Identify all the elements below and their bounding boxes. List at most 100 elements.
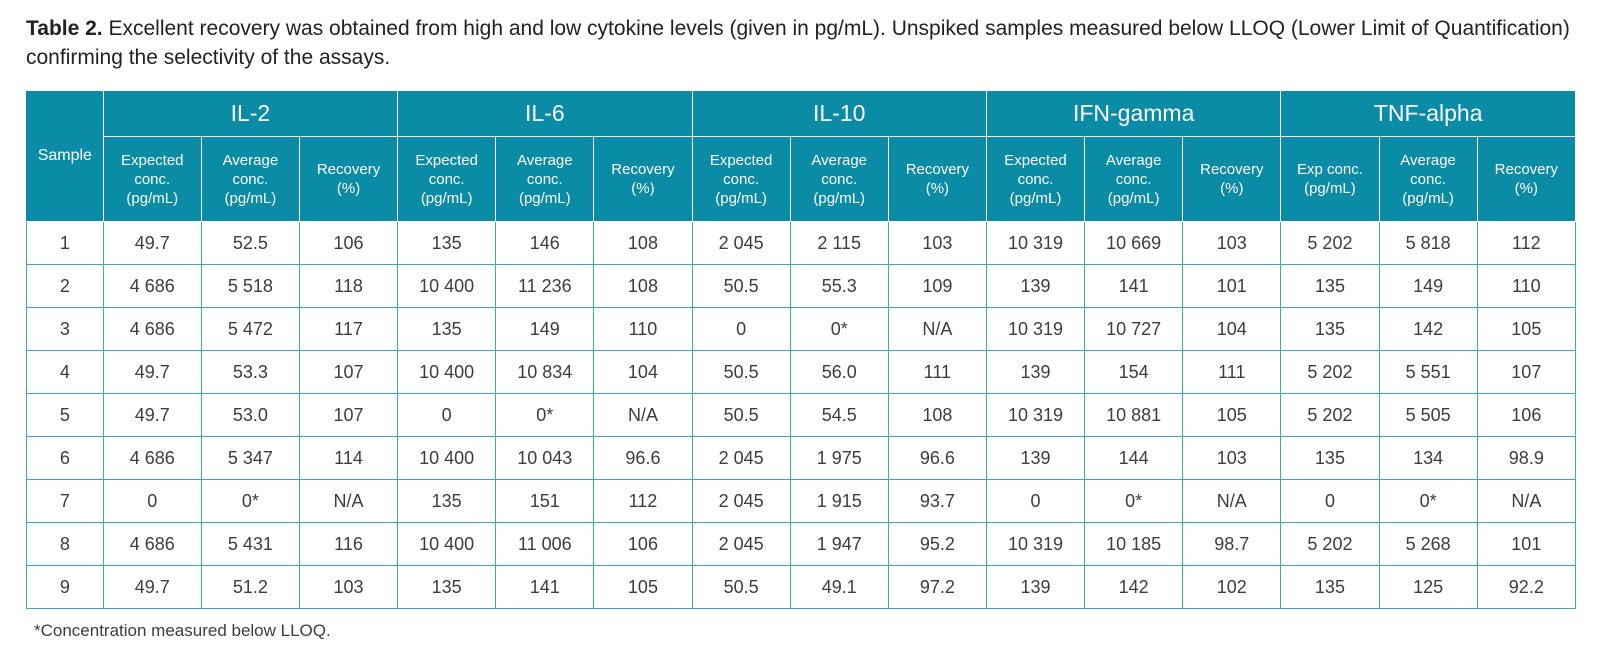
table-cell: 5 518: [200, 264, 300, 308]
table-cell: 4 686: [102, 522, 202, 566]
table-cell: 135: [397, 565, 497, 609]
sample-number-cell: 5: [26, 393, 104, 437]
sub-header: Average conc. (pg/mL): [495, 136, 595, 222]
table-cell: 107: [298, 393, 399, 437]
table-cell: 108: [887, 393, 987, 437]
sub-header: Recovery (%): [593, 136, 693, 222]
sub-header-row: Expected conc. (pg/mL) Average conc. (pg…: [27, 136, 1577, 222]
table-cell: 49.1: [789, 565, 889, 609]
table-cell: 92.2: [1476, 565, 1577, 609]
table-cell: 2 045: [691, 522, 791, 566]
table-cell: 154: [1084, 350, 1184, 394]
table-cell: 114: [298, 436, 399, 480]
table-cell: 10 400: [397, 350, 497, 394]
table-cell: 10 400: [397, 436, 497, 480]
table-cell: 2 045: [691, 479, 791, 523]
table-cell: 50.5: [691, 393, 791, 437]
table-cell: 135: [397, 221, 497, 265]
table-cell: 0*: [1084, 479, 1184, 523]
table-cell: N/A: [1476, 479, 1577, 523]
table-cell: 11 006: [495, 522, 595, 566]
table-row: 5 49.7 53.0 107 0 0* N/A 50.5 54.5 108 10 319 10 88…: [26, 393, 1577, 437]
table-cell: 103: [887, 221, 987, 265]
sample-number-cell: 4: [26, 350, 104, 394]
table-cell: N/A: [593, 393, 693, 437]
table-cell: 56.0: [789, 350, 889, 394]
table-cell: 96.6: [887, 436, 987, 480]
table-cell: 107: [1476, 350, 1577, 394]
table-cell: 125: [1378, 565, 1478, 609]
table-cell: 5 431: [200, 522, 300, 566]
table-cell: 10 727: [1084, 307, 1184, 351]
table-cell: 2 045: [691, 221, 791, 265]
table-cell: 49.7: [102, 393, 202, 437]
recovery-table: Sample IL-2 IL-6 IL-10 IFN-gamma TNF-alp…: [26, 90, 1577, 609]
table-cell: 106: [1476, 393, 1577, 437]
footnote: *Concentration measured below LLOQ.: [34, 621, 331, 640]
table-cell: 0: [1280, 479, 1380, 523]
table-cell: 118: [298, 264, 399, 308]
table-cell: 103: [298, 565, 399, 609]
sub-header: Exp conc. (pg/mL): [1280, 136, 1380, 222]
table-cell: 117: [298, 307, 399, 351]
table-cell: 107: [298, 350, 399, 394]
table-caption: Table 2. Excellent recovery was obtained…: [26, 14, 1586, 72]
table-cell: 10 834: [495, 350, 595, 394]
caption-label: Table 2.: [26, 17, 103, 40]
table-cell: 4 686: [102, 307, 202, 351]
table-cell: 111: [887, 350, 987, 394]
table-cell: 104: [1182, 307, 1282, 351]
table-cell: 144: [1084, 436, 1184, 480]
table-cell: 139: [985, 436, 1086, 480]
table-cell: 2 045: [691, 436, 791, 480]
table-cell: 10 043: [495, 436, 595, 480]
table-cell: 151: [495, 479, 595, 523]
table-cell: 108: [593, 264, 693, 308]
group-header-row: Sample IL-2 IL-6 IL-10 IFN-gamma TNF-alp…: [26, 90, 1576, 222]
table-cell: 51.2: [200, 565, 300, 609]
table-cell: 49.7: [102, 565, 202, 609]
group-header-ifn-gamma: IFN-gamma: [985, 90, 1282, 137]
table-body: 1 49.7 52.5 106 135 146 108 2 045 2 115 103 10 319…: [26, 221, 1577, 609]
table-cell: 10 185: [1084, 522, 1184, 566]
sub-header: Average conc. (pg/mL): [789, 136, 889, 222]
table-row: 7 0 0* N/A 135 151 112 2 045 1 915 93.7 0 0* N/A 0 0* N…: [26, 479, 1577, 523]
table-cell: 0*: [1378, 479, 1478, 523]
table-cell: 112: [593, 479, 693, 523]
table-row: 9 49.7 51.2 103 135 141 105 50.5 49.1 97.2 139 142 1…: [26, 565, 1577, 609]
table-cell: 106: [593, 522, 693, 566]
sample-number-cell: 2: [26, 264, 104, 308]
sample-number-cell: 8: [26, 522, 104, 566]
sub-header: Average conc. (pg/mL): [200, 136, 300, 222]
table-cell: 5 818: [1378, 221, 1478, 265]
table-cell: 1 915: [789, 479, 889, 523]
table-cell: 135: [1280, 436, 1380, 480]
table-cell: 106: [298, 221, 399, 265]
table-cell: 0: [985, 479, 1086, 523]
table-cell: 139: [985, 565, 1086, 609]
table-cell: 52.5: [200, 221, 300, 265]
sub-header: Expected conc. (pg/mL): [397, 136, 497, 222]
table-cell: 0*: [789, 307, 889, 351]
caption-text: Excellent recovery was obtained from hig…: [26, 17, 1570, 69]
table-cell: 4 686: [102, 264, 202, 308]
table-cell: 97.2: [887, 565, 987, 609]
table-row: 4 49.7 53.3 107 10 400 10 834 104 50.5 56.0 111 13…: [26, 350, 1577, 394]
table-cell: 95.2: [887, 522, 987, 566]
table-cell: 135: [1280, 565, 1380, 609]
sub-header: Expected conc. (pg/mL): [691, 136, 791, 222]
table-cell: 141: [495, 565, 595, 609]
table-cell: 105: [593, 565, 693, 609]
table-cell: 116: [298, 522, 399, 566]
table-cell: 0: [691, 307, 791, 351]
group-header-il6: IL-6: [397, 90, 693, 137]
table-cell: 146: [495, 221, 595, 265]
sub-header: Recovery (%): [1182, 136, 1282, 222]
table-cell: 0*: [200, 479, 300, 523]
table-cell: 135: [397, 479, 497, 523]
table-cell: 139: [985, 350, 1086, 394]
table-cell: N/A: [298, 479, 399, 523]
table-cell: 101: [1182, 264, 1282, 308]
table-row: 1 49.7 52.5 106 135 146 108 2 045 2 115 103 10 319…: [26, 221, 1577, 265]
